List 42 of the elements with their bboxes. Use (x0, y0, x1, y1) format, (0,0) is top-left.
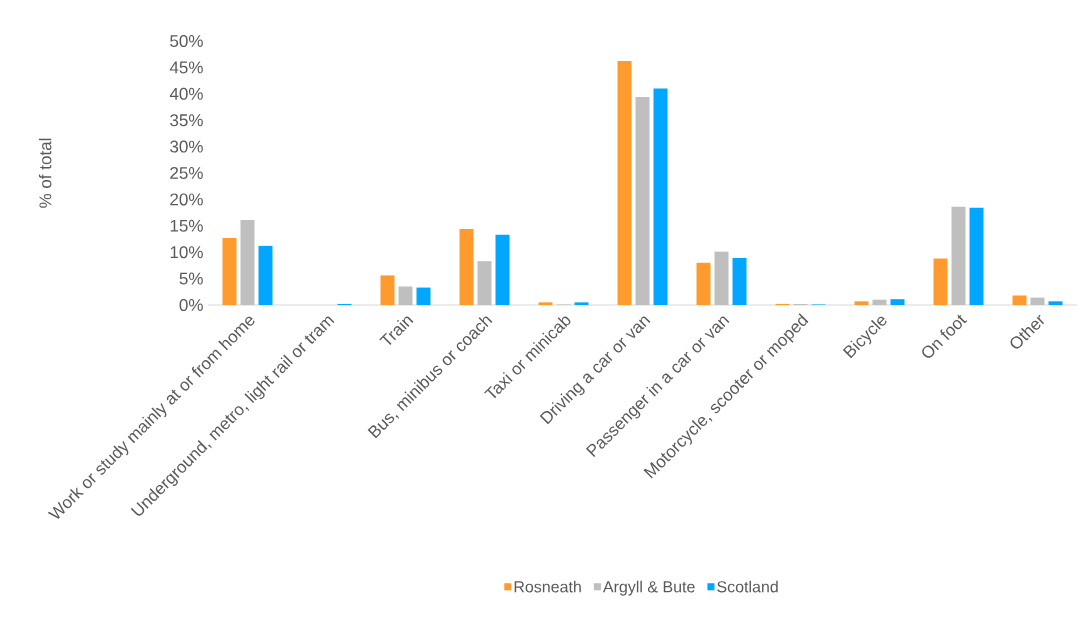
y-tick-label: 40% (169, 87, 203, 100)
bar (459, 228, 474, 305)
bar (574, 302, 589, 305)
bar (380, 275, 395, 305)
bar (416, 287, 431, 305)
bar (854, 301, 869, 305)
bar (538, 302, 553, 305)
bar (969, 207, 984, 305)
bar (653, 88, 668, 305)
bar (495, 234, 510, 305)
bar (617, 61, 632, 305)
y-axis-title: % of total (38, 138, 52, 208)
bar (398, 286, 413, 305)
y-tick-label: 50% (170, 34, 203, 48)
bar (222, 237, 237, 305)
legend-label: Argyll & Bute (602, 580, 695, 596)
y-tick-label: 25% (170, 166, 203, 180)
y-tick-label: 15% (170, 219, 203, 232)
y-tick-label: 10% (170, 246, 203, 259)
y-tick-label: 20% (170, 193, 203, 206)
bar (477, 261, 492, 305)
y-tick-label: 0% (179, 298, 203, 312)
bar (890, 299, 905, 305)
legend-label: Scotland (717, 580, 778, 593)
x-tick-label: On foot (922, 314, 968, 358)
bar (732, 258, 747, 305)
y-tick-label: 5% (179, 272, 203, 285)
bar (714, 251, 729, 305)
bar (696, 262, 711, 305)
bar (1030, 297, 1045, 305)
bar (951, 206, 966, 305)
bar (635, 96, 650, 305)
bar (240, 219, 255, 305)
bar (872, 299, 887, 305)
bar (1012, 295, 1027, 305)
bar (258, 245, 273, 305)
bar (933, 258, 948, 305)
y-tick-label: 35% (170, 114, 203, 127)
y-tick-label: 45% (169, 61, 203, 74)
legend-label: Rosneath (514, 580, 581, 593)
y-tick-label: 30% (170, 140, 203, 153)
bar (1048, 301, 1063, 305)
